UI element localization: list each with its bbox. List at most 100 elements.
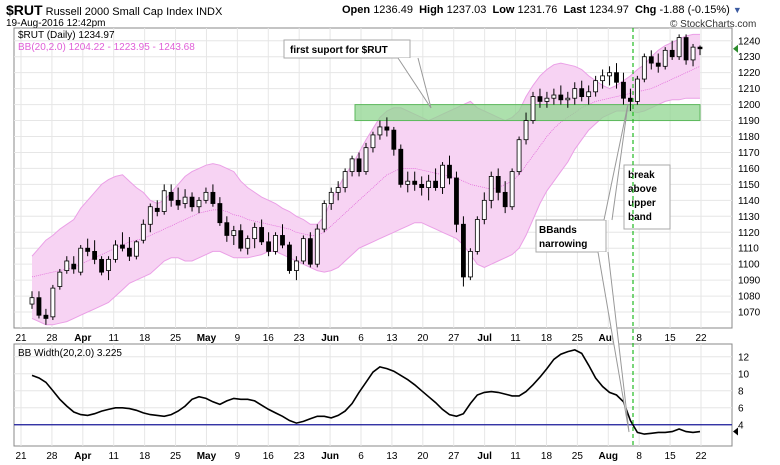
bbwidth-xtick-label: 15 (665, 451, 677, 462)
bbwidth-xtick-label: Apr (74, 451, 91, 462)
bbwidth-xtick-label: 25 (572, 451, 584, 462)
legend-bbw: BB Width(20,2.0) 3.225 (18, 348, 122, 359)
candle-body-up (78, 247, 84, 273)
candle (648, 50, 654, 70)
price-ytick-label: 1170 (738, 148, 760, 159)
candle-body-up (370, 134, 376, 149)
candle-body-up (600, 75, 605, 82)
price-ytick-label: 1210 (738, 84, 761, 95)
candle-body-down (266, 241, 271, 252)
bbwidth-panel: 4 6 8 10 12 BB Width(20,2.0) 3.225 21 28 Apr 11 18… (13, 343, 750, 462)
dropdown-triangle-icon[interactable]: ▼ (732, 5, 742, 15)
bbwidth-xtick-label: Jun (321, 451, 339, 462)
candle-body-down (92, 251, 98, 260)
candle-body-up (572, 88, 578, 99)
candle (488, 171, 494, 209)
bbwidth-xtick-label: Aug (599, 451, 618, 462)
candle-body-up (231, 230, 237, 236)
price-xtick-label: 16 (263, 333, 275, 344)
candle-body-up (565, 97, 571, 101)
price-ytick-label: 1150 (738, 180, 760, 191)
legend-main: $RUT (Daily) 1234.97 (18, 30, 115, 41)
candle (349, 155, 355, 177)
candle-body-down (127, 247, 132, 257)
price-xtick-label: 22 (695, 333, 707, 344)
candle (662, 47, 668, 70)
bbwidth-xtick-label: Jul (477, 451, 492, 462)
candle-body-down (628, 97, 633, 102)
candle-body-up (405, 180, 411, 185)
bbwidth-ytick-label: 6 (738, 403, 744, 414)
price-ytick-label: 1120 (738, 228, 760, 239)
watermark: © StockCharts.com (670, 19, 757, 30)
candle-body-up (377, 126, 383, 136)
narrowing-callout-box (535, 219, 607, 253)
price-xtick-label: 13 (386, 333, 398, 344)
candle (120, 232, 125, 252)
candle (224, 216, 230, 242)
bbwidth-ytick-label: 10 (738, 369, 750, 380)
price-ytick-label: 1230 (738, 52, 761, 63)
candle-body-up (106, 258, 111, 271)
candle (294, 256, 299, 281)
candle-body-up (273, 235, 278, 252)
candle-body-down (120, 244, 125, 249)
candle-body-down (210, 191, 216, 204)
bbwidth-xtick-label: 18 (541, 451, 553, 462)
candle-body-down (391, 129, 397, 150)
candle (238, 224, 244, 252)
candle (29, 291, 35, 309)
candle-body-up (342, 171, 348, 188)
candle (335, 181, 341, 201)
price-xtick-label: 8 (636, 333, 642, 344)
candle-body-down (99, 258, 104, 273)
open-value: 1236.49 (373, 4, 413, 16)
candle (314, 224, 320, 268)
candle-body-up (474, 219, 480, 252)
candle-body-up (57, 271, 63, 287)
candle (252, 222, 258, 249)
candle (57, 268, 63, 290)
candle (405, 171, 411, 193)
candle (64, 256, 70, 274)
price-xtick-label: 6 (358, 333, 364, 344)
legend-bb: BB(20,2.0) 1204.22 - 1223.95 - 1243.68 (18, 42, 195, 53)
bbwidth-xtick-label: 11 (109, 451, 120, 462)
header-symbol: $RUT (6, 2, 43, 18)
candle-body-down (398, 148, 404, 185)
candle-body-up (523, 120, 529, 141)
breakout-callout-text: above (628, 184, 657, 195)
candle (287, 241, 292, 274)
candle (182, 189, 188, 209)
support-callout-box (283, 39, 411, 59)
bbwidth-xtick-label: 13 (386, 451, 398, 462)
candle-body-up (426, 180, 432, 188)
bbwidth-xtick-label: 28 (46, 451, 58, 462)
candle-body-up (50, 287, 56, 318)
candle (537, 88, 543, 108)
candle (419, 176, 425, 196)
candle-body-up (147, 206, 153, 225)
candle (579, 80, 585, 102)
candle (607, 66, 612, 86)
candle-body-up (676, 37, 682, 58)
candle (447, 155, 452, 185)
bbwidth-xtick-label: 9 (235, 451, 241, 462)
high-value: 1237.03 (446, 4, 487, 16)
candle-body-down (154, 207, 160, 212)
candle (697, 45, 703, 56)
chg-label: Chg (635, 4, 657, 16)
candle-body-down (307, 238, 313, 265)
header-datetime: 19-Aug-2016 12:42pm (6, 18, 106, 29)
candle-body-down (36, 297, 42, 316)
candle (398, 144, 404, 188)
candle (342, 168, 348, 193)
candle-body-up (363, 147, 369, 173)
candle (217, 197, 223, 226)
candle (370, 131, 376, 153)
bbwidth-ytick-label: 4 (738, 420, 744, 431)
candle (161, 184, 167, 215)
candle (133, 240, 139, 260)
support-callout-text: first suport for $RUT (290, 45, 388, 56)
